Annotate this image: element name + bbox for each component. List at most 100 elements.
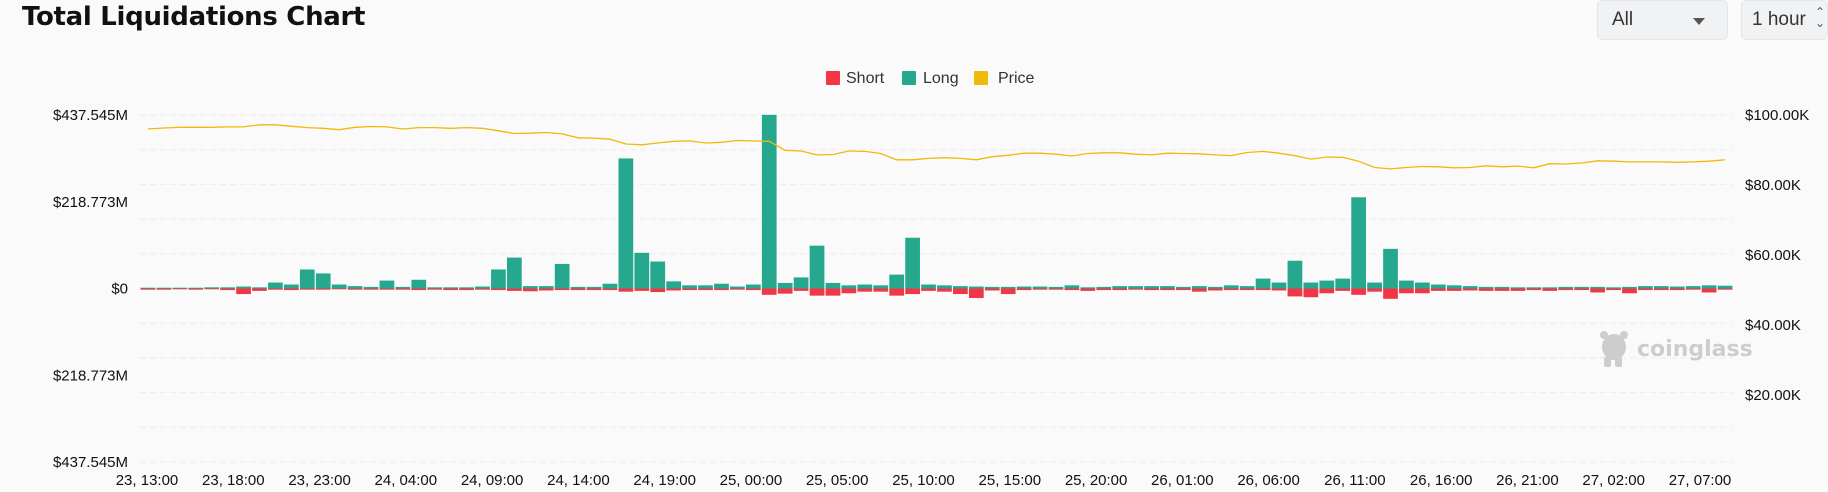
long-bar[interactable] (777, 282, 793, 289)
short-bar[interactable] (443, 288, 458, 291)
short-bar[interactable] (698, 288, 713, 291)
long-bar[interactable] (634, 252, 650, 289)
short-bar[interactable] (1399, 288, 1414, 294)
short-bar[interactable] (937, 288, 952, 292)
short-bar[interactable] (1271, 288, 1287, 291)
short-bar[interactable] (1446, 288, 1462, 291)
long-bar[interactable] (506, 257, 522, 289)
long-bar[interactable] (745, 284, 761, 289)
short-bar[interactable] (1112, 288, 1128, 291)
short-bar[interactable] (602, 288, 618, 291)
short-bar[interactable] (1462, 288, 1478, 291)
short-bar[interactable] (1542, 288, 1558, 291)
short-bar[interactable] (730, 288, 745, 290)
short-bar[interactable] (538, 288, 554, 291)
long-bar[interactable] (1351, 197, 1367, 289)
long-bar[interactable] (1191, 286, 1207, 289)
short-bar[interactable] (841, 288, 857, 294)
short-bar[interactable] (1319, 288, 1335, 294)
short-bar[interactable] (1032, 288, 1048, 290)
short-bar[interactable] (140, 288, 156, 290)
short-bar[interactable] (1574, 288, 1590, 291)
long-bar[interactable] (1319, 280, 1335, 289)
short-bar[interactable] (1191, 288, 1207, 292)
long-bar[interactable] (347, 286, 363, 289)
long-bar[interactable] (188, 287, 204, 289)
long-bar[interactable] (602, 283, 618, 289)
long-bar[interactable] (1558, 286, 1574, 289)
long-bar[interactable] (905, 237, 920, 289)
long-bar[interactable] (761, 114, 777, 289)
long-bar[interactable] (1510, 287, 1526, 289)
short-bar[interactable] (299, 288, 315, 290)
long-bar[interactable] (1048, 286, 1064, 289)
short-bar[interactable] (411, 288, 427, 291)
short-bar[interactable] (156, 288, 172, 290)
long-bar[interactable] (1590, 286, 1605, 289)
short-bar[interactable] (1685, 288, 1701, 290)
short-bar[interactable] (1128, 288, 1143, 290)
short-bar[interactable] (761, 288, 777, 295)
short-bar[interactable] (1558, 288, 1574, 291)
short-bar[interactable] (1287, 288, 1303, 297)
short-bar[interactable] (379, 288, 395, 290)
long-bar[interactable] (698, 285, 713, 289)
short-bar[interactable] (1701, 288, 1717, 293)
long-bar[interactable] (1399, 280, 1414, 289)
short-bar[interactable] (714, 288, 729, 291)
short-bar[interactable] (172, 288, 188, 290)
short-bar[interactable] (1176, 288, 1191, 291)
long-bar[interactable] (443, 287, 458, 289)
long-bar[interactable] (825, 282, 841, 289)
long-bar[interactable] (1207, 286, 1223, 289)
short-bar[interactable] (793, 288, 809, 291)
price-line[interactable] (147, 124, 1726, 170)
short-bar[interactable] (1016, 288, 1032, 291)
long-bar[interactable] (1112, 286, 1128, 289)
long-bar[interactable] (1574, 286, 1590, 289)
long-bar[interactable] (283, 284, 299, 289)
short-bar[interactable] (427, 288, 443, 290)
long-bar[interactable] (1255, 278, 1271, 289)
short-bar[interactable] (921, 288, 936, 291)
long-bar[interactable] (1606, 287, 1621, 289)
short-bar[interactable] (745, 288, 761, 291)
short-bar[interactable] (586, 288, 602, 291)
legend-label-price[interactable]: Price (998, 70, 1035, 87)
short-bar[interactable] (1669, 288, 1685, 291)
long-bar[interactable] (1383, 248, 1398, 289)
long-bar[interactable] (618, 158, 634, 289)
short-bar[interactable] (283, 288, 299, 291)
short-bar[interactable] (315, 288, 331, 290)
short-bar[interactable] (1415, 288, 1430, 294)
short-bar[interactable] (570, 288, 586, 291)
short-bar[interactable] (1367, 288, 1382, 292)
long-bar[interactable] (650, 261, 666, 289)
long-bar[interactable] (1096, 286, 1112, 289)
short-bar[interactable] (459, 288, 474, 291)
long-bar[interactable] (554, 263, 570, 289)
short-bar[interactable] (889, 288, 905, 296)
long-bar[interactable] (809, 245, 825, 289)
short-bar[interactable] (1351, 288, 1367, 295)
long-bar[interactable] (172, 287, 188, 289)
long-bar[interactable] (395, 286, 411, 289)
short-bar[interactable] (1096, 288, 1112, 291)
long-bar[interactable] (793, 277, 809, 289)
long-bar[interactable] (1717, 285, 1733, 289)
long-bar[interactable] (1622, 286, 1637, 289)
short-bar[interactable] (1000, 288, 1016, 295)
short-bar[interactable] (1478, 288, 1494, 291)
short-bar[interactable] (857, 288, 873, 292)
long-bar[interactable] (1335, 278, 1351, 289)
long-bar[interactable] (714, 283, 729, 289)
long-bar[interactable] (220, 287, 235, 289)
short-bar[interactable] (395, 288, 411, 290)
long-bar[interactable] (156, 287, 172, 289)
short-bar[interactable] (650, 288, 666, 293)
short-bar[interactable] (682, 288, 697, 291)
long-bar[interactable] (1223, 285, 1239, 289)
short-bar[interactable] (363, 288, 379, 290)
short-bar[interactable] (220, 288, 235, 291)
long-bar[interactable] (299, 269, 315, 289)
